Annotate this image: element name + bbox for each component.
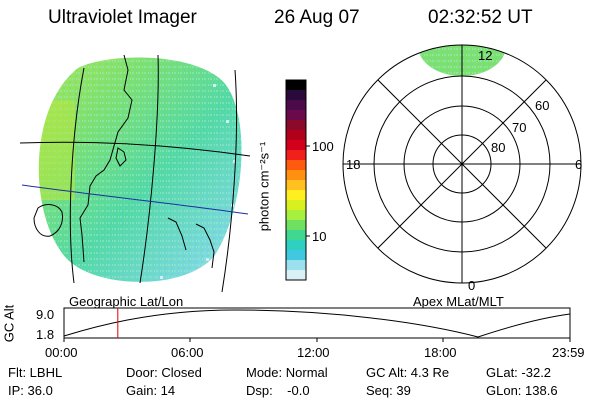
info-glon: GLon: 138.6 [486,383,558,398]
mlat-label-80: 80 [491,140,506,155]
mlt-label-6: 6 [575,157,583,172]
colorbar-band [286,250,306,261]
altitude-xtick-1: 06:00 [171,345,204,360]
colorbar-band [286,230,306,241]
altitude-xtick-3: 18:00 [424,345,457,360]
colorbar-band [286,140,306,151]
altitude-plot [63,307,571,342]
colorbar-band [286,270,306,281]
altitude-xtick-0: 00:00 [45,345,78,360]
altitude-ytick-high: 9.0 [36,307,55,322]
colorbar [285,79,310,281]
header-time: 02:32:52 UT [428,7,533,28]
colorbar-band [286,150,306,161]
colorbar-band [286,240,306,251]
colorbar-band [286,190,306,201]
colorbar-tick-10: 10 [312,229,327,244]
info-seq: Seq: 39 [366,383,411,398]
colorbar-band [286,170,306,181]
colorbar-band [286,260,306,271]
colorbar-band [286,220,306,231]
colorbar-tick-100: 100 [312,139,334,154]
altitude-xtick-2: 12:00 [297,345,330,360]
mlat-label-60: 60 [535,98,550,113]
geographic-panel-label: Geographic Lat/Lon [69,294,184,309]
altitude-xtick-4: 23:59 [552,345,585,360]
info-dsp: Dsp: -0.0 [246,383,310,398]
colorbar-band [286,130,306,141]
info-mode: Mode: Normal [246,365,328,380]
mlat-label-70: 70 [512,120,527,135]
colorbar-unit-label: photon cm⁻²s⁻¹ [256,141,272,232]
info-ip: IP: 36.0 [8,383,53,398]
colorbar-band [286,200,306,211]
mlt-label-12: 12 [478,48,493,63]
info-glat: GLat: -32.2 [486,365,552,380]
altitude-ytick-low: 1.8 [36,327,55,342]
colorbar-band [286,110,306,121]
info-flt: Flt: LBHL [8,365,63,380]
colorbar-band [286,80,306,91]
colorbar-band [286,160,306,171]
info-gain: Gain: 14 [126,383,176,398]
mlt-label-0: 0 [468,278,476,293]
polar-plot [342,44,582,284]
geographic-image [19,54,251,293]
colorbar-band [286,180,306,191]
colorbar-band [286,210,306,221]
colorbar-band [286,100,306,111]
header-date: 26 Aug 07 [274,7,360,28]
info-door: Door: Closed [126,365,202,380]
polar-panel-label: Apex MLat/MLT [413,294,504,309]
info-gc-alt: GC Alt: 4.3 Re [366,365,450,380]
altitude-ylabel: GC Alt [1,304,17,343]
app-title: Ultraviolet Imager [48,7,197,28]
colorbar-band [286,90,306,101]
mlt-label-18: 18 [346,157,361,172]
colorbar-band [286,120,306,131]
